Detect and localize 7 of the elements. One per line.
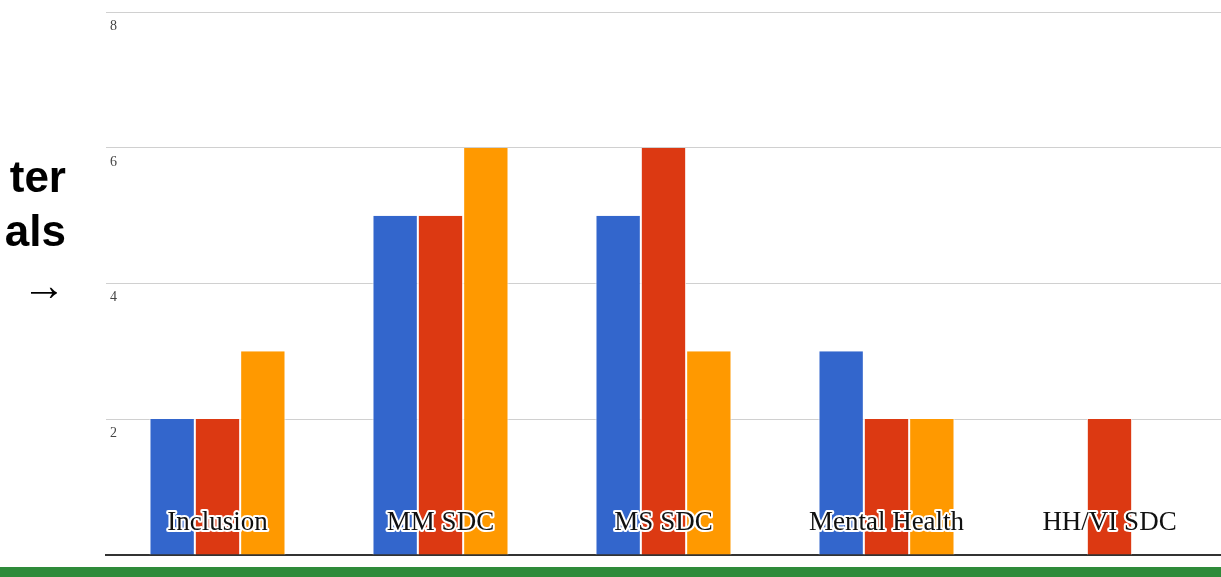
y-tick-label: 8 [110, 18, 117, 34]
text: → [21, 259, 66, 311]
y-tick-label: 4 [110, 289, 117, 305]
text: als [3, 205, 66, 257]
text: ter [8, 151, 66, 203]
y-tick-label: 6 [110, 153, 117, 169]
y-tick-label: 2 [110, 424, 117, 440]
